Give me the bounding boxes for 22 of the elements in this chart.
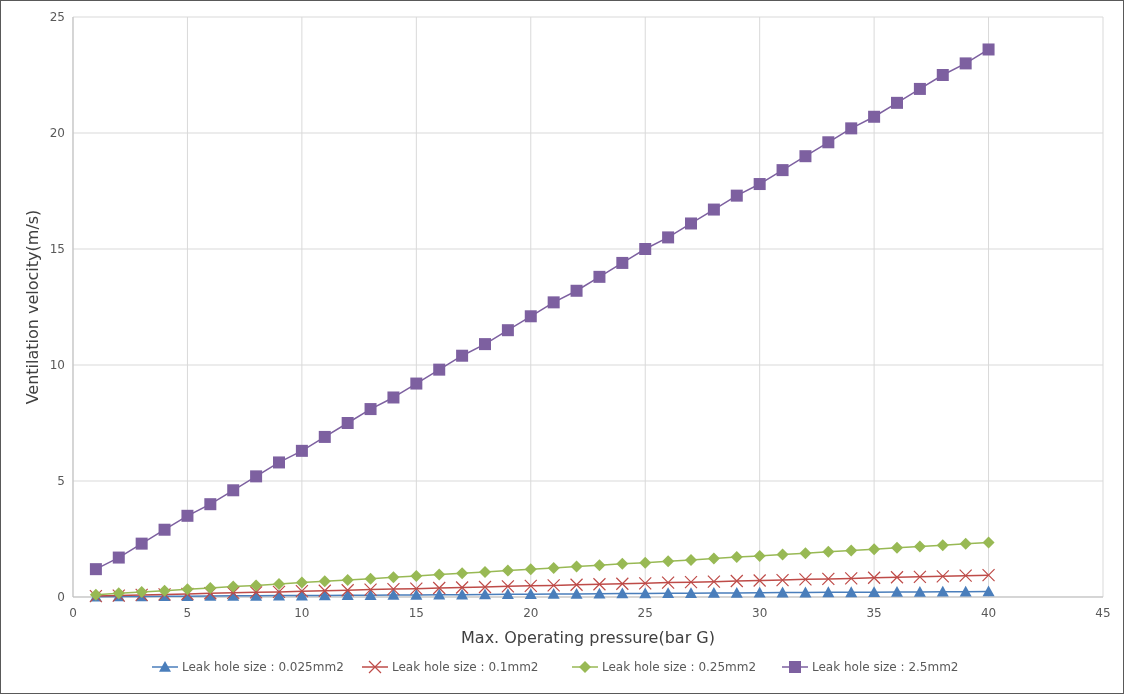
legend-label: Leak hole size : 0.025mm2 [182, 660, 344, 674]
y-tick-label: 10 [49, 358, 65, 372]
x-tick-label: 35 [866, 606, 882, 620]
x-tick-label: 0 [69, 606, 77, 620]
x-tick-label: 15 [408, 606, 424, 620]
y-tick-label: 25 [49, 10, 65, 24]
legend-label: Leak hole size : 2.5mm2 [812, 660, 959, 674]
x-tick-label: 20 [523, 606, 539, 620]
x-axis-title: Max. Operating pressure(bar G) [461, 628, 715, 647]
x-tick-label: 45 [1095, 606, 1111, 620]
legend-label: Leak hole size : 0.25mm2 [602, 660, 757, 674]
x-tick-label: 25 [637, 606, 653, 620]
legend-label: Leak hole size : 0.1mm2 [392, 660, 539, 674]
y-axis-title: Ventilation velocity(m/s) [23, 209, 42, 405]
x-tick-label: 5 [183, 606, 192, 620]
x-tick-label: 10 [294, 606, 310, 620]
y-tick-label: 20 [49, 126, 65, 140]
y-tick-label: 0 [57, 590, 65, 604]
x-tick-label: 30 [752, 606, 768, 620]
y-tick-label: 15 [49, 242, 65, 256]
x-tick-label: 40 [980, 606, 997, 620]
y-tick-label: 5 [57, 474, 65, 488]
